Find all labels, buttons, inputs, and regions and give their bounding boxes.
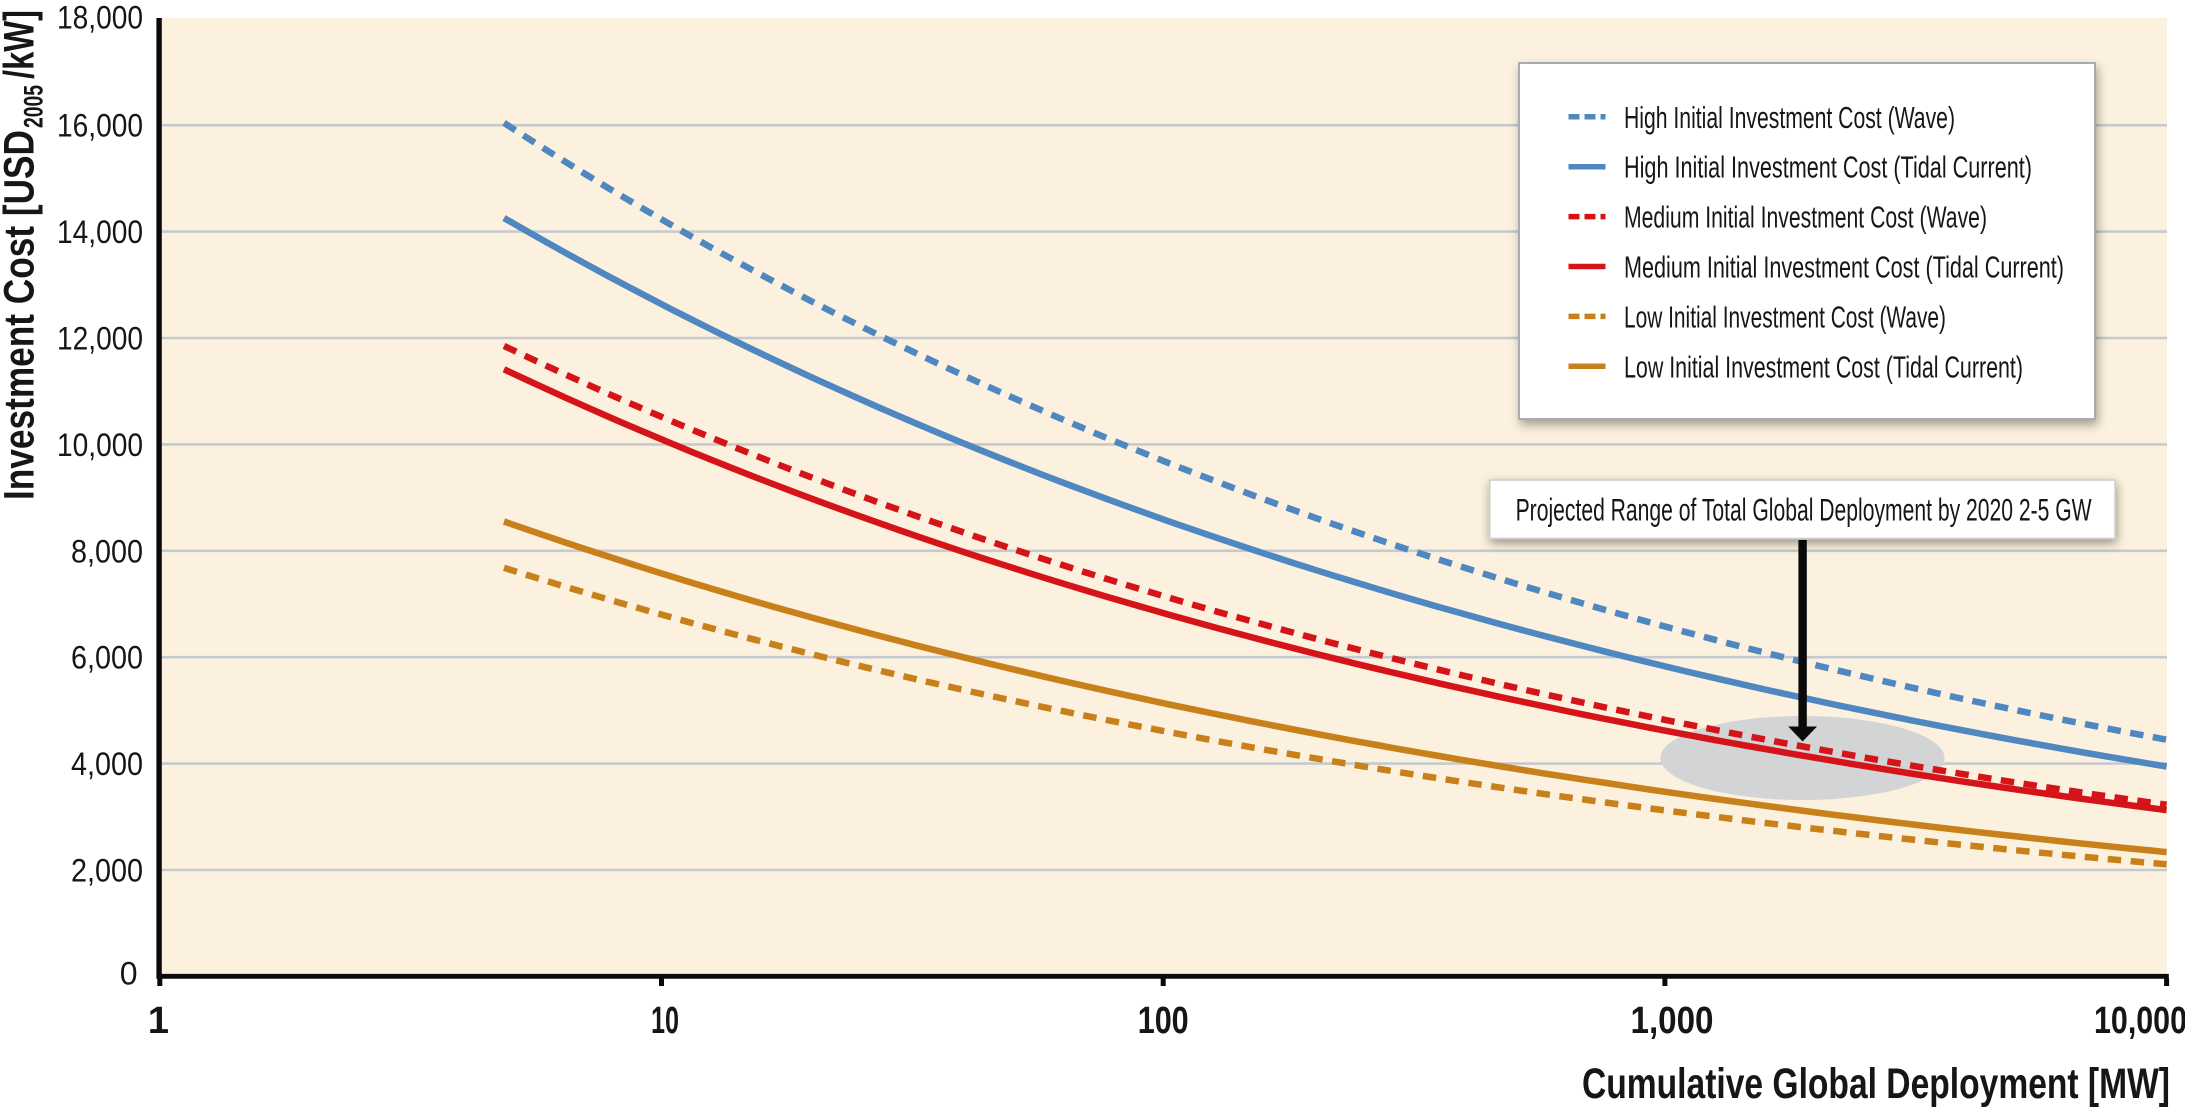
svg-text:1,000: 1,000 (1631, 1000, 1714, 1042)
svg-text:2,000: 2,000 (71, 853, 143, 889)
svg-text:8,000: 8,000 (71, 533, 143, 569)
svg-text:Medium Initial Investment Cost: Medium Initial Investment Cost (Wave) (1624, 200, 1987, 235)
svg-text:14,000: 14,000 (57, 214, 143, 250)
svg-text:16,000: 16,000 (57, 108, 143, 144)
svg-text:Investment Cost [USD: Investment Cost [USD (0, 130, 44, 500)
svg-text:Low Initial Investment Cost (T: Low Initial Investment Cost (Tidal Curre… (1624, 349, 2023, 384)
svg-text:Low Initial Investment Cost (W: Low Initial Investment Cost (Wave) (1624, 299, 1946, 334)
svg-text:1: 1 (148, 1000, 169, 1042)
svg-text:0: 0 (120, 956, 138, 992)
svg-text:18,000: 18,000 (57, 0, 143, 36)
svg-text:6,000: 6,000 (71, 640, 143, 676)
svg-text:/kW]: /kW] (0, 10, 44, 79)
svg-text:Medium Initial Investment Cost: Medium Initial Investment Cost (Tidal Cu… (1624, 250, 2064, 285)
svg-text:10: 10 (651, 1000, 679, 1042)
svg-text:Projected Range of Total Globa: Projected Range of Total Global Deployme… (1516, 491, 2092, 527)
svg-text:High Initial Investment Cost (: High Initial Investment Cost (Tidal Curr… (1624, 150, 2032, 185)
svg-text:Cumulative Global Deployment [: Cumulative Global Deployment [MW] (1582, 1060, 2170, 1107)
svg-text:100: 100 (1138, 1000, 1189, 1042)
svg-text:4,000: 4,000 (71, 746, 143, 782)
svg-text:10,000: 10,000 (2094, 1000, 2185, 1042)
svg-text:12,000: 12,000 (57, 321, 143, 357)
svg-text:High Initial Investment Cost (: High Initial Investment Cost (Wave) (1624, 100, 1955, 135)
svg-text:2005: 2005 (19, 85, 49, 128)
svg-text:10,000: 10,000 (57, 427, 143, 463)
